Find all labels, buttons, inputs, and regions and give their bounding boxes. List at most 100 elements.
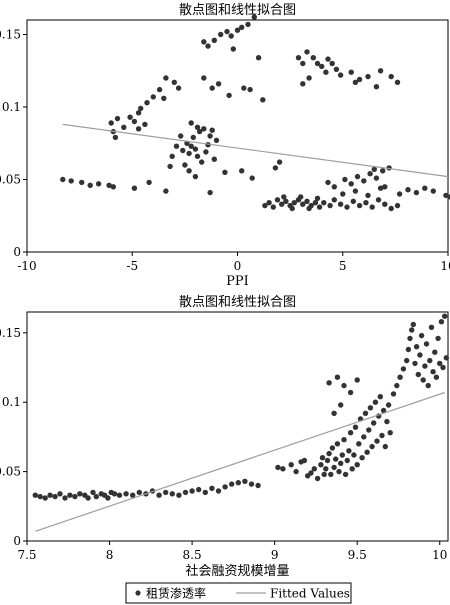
plot-frame (26, 311, 449, 542)
scatter-point (72, 493, 78, 500)
scatter-point (323, 466, 329, 472)
scatter-point (341, 382, 347, 389)
scatter-point (300, 201, 306, 207)
scatter-point (341, 437, 347, 443)
scatter-point (196, 128, 203, 135)
scatter-point (373, 175, 380, 181)
scatter-point (171, 79, 177, 86)
scatter-point (226, 92, 232, 99)
scatter-point (356, 76, 363, 83)
scatter-point (90, 489, 96, 496)
scatter-point (272, 165, 279, 171)
scatter-point (230, 46, 236, 52)
x-tick-label: 8.5 (183, 548, 202, 562)
scatter-point (371, 166, 377, 172)
scatter-point (387, 430, 393, 436)
scatter-point (328, 471, 334, 478)
scatter-point (321, 200, 327, 206)
scatter-point (338, 460, 344, 466)
scatter-point (384, 418, 390, 425)
scatter-point (326, 450, 332, 457)
scatter-point (415, 371, 421, 378)
scatter-point (106, 182, 112, 188)
legend-marker-scatter (135, 590, 141, 596)
scatter-point (308, 470, 314, 476)
scatter-point (249, 175, 255, 181)
scatter-point (365, 73, 371, 80)
scatter-point (323, 69, 329, 75)
x-tick-label: 0 (234, 259, 242, 273)
scatter-point (192, 146, 199, 152)
scatter-point (443, 192, 449, 199)
chart-title: 散点图和线性拟合图 (179, 295, 296, 310)
scatter-point (306, 205, 312, 212)
scatter-point (380, 407, 387, 414)
scatter-point (62, 495, 68, 501)
scatter-point (77, 491, 83, 497)
fitted-line (35, 391, 445, 532)
scatter-point (295, 55, 302, 61)
x-tick-label: 7.5 (17, 548, 36, 562)
scatter-point (156, 492, 162, 498)
scatter-point (420, 377, 426, 383)
scatter-point (304, 49, 310, 55)
y-tick-label: 0.1 (2, 100, 21, 114)
scatter-point (251, 14, 257, 20)
x-tick-label: 5 (339, 259, 347, 273)
scatter-point (418, 332, 425, 339)
scatter-point (344, 204, 350, 210)
scatter-point (146, 179, 152, 186)
scatter-point (116, 492, 123, 498)
scatter-point (428, 324, 435, 330)
scatter-point (207, 189, 213, 196)
scatter-point (425, 382, 431, 389)
scatter-point (123, 491, 129, 497)
scatter-point (222, 484, 228, 490)
scatter-point (274, 197, 281, 203)
scatter-point (105, 495, 111, 501)
scatter-point (211, 37, 217, 43)
scatter-point (255, 482, 261, 489)
scatter-point (352, 79, 359, 86)
scatter-point (367, 171, 373, 177)
scatter-point (331, 197, 337, 203)
scatter-point (339, 452, 345, 458)
scatter-point (447, 194, 450, 200)
scatter-point (427, 357, 433, 364)
scatter-point (199, 159, 205, 165)
scatter-point (57, 491, 63, 497)
scatter-point (375, 197, 382, 203)
scatter-point (142, 121, 148, 128)
scatter-point (396, 191, 403, 197)
scatter-point (186, 150, 192, 157)
scatter-point (111, 491, 118, 497)
scatter-point (356, 202, 363, 209)
x-tick-label: 9 (271, 548, 279, 562)
scatter-point (32, 492, 38, 498)
scatter-point (310, 55, 316, 61)
scatter-point (410, 321, 416, 328)
scatter-point (388, 73, 394, 80)
scatter-point (68, 178, 74, 184)
scatter-point (331, 184, 337, 190)
scatter-point (229, 481, 235, 487)
scatter-point (266, 200, 272, 206)
scatter-point (209, 85, 215, 91)
scatter-point (311, 466, 317, 472)
scatter-point (342, 176, 348, 183)
scatter-point (85, 495, 91, 501)
x-tick-label: 10 (432, 548, 447, 562)
scatter-point (388, 205, 394, 212)
scatter-point (349, 466, 355, 472)
scatter-point (412, 360, 418, 367)
scatter-point (188, 143, 194, 149)
scatter-point (130, 492, 136, 498)
scatter-point (350, 198, 356, 204)
scatter-point (242, 478, 248, 484)
scatter-point (260, 97, 266, 103)
scatter-point (163, 489, 169, 496)
scatter-point (363, 200, 369, 206)
scatter-point (325, 56, 331, 62)
scatter-point (79, 179, 85, 186)
scatter-point (351, 452, 357, 458)
